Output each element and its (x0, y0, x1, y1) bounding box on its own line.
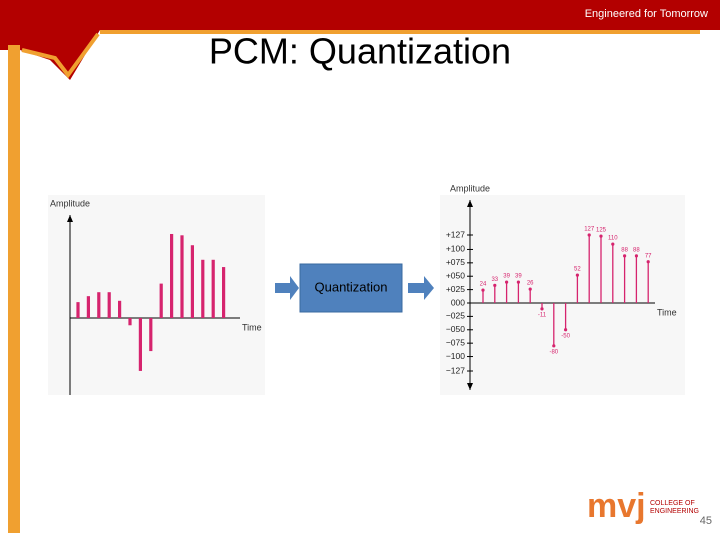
x-axis-label: Time (657, 307, 677, 317)
stem-dot (493, 283, 497, 287)
logo: mvj (587, 487, 646, 525)
value-label: 26 (527, 281, 534, 287)
bar (159, 283, 163, 318)
stem-dot (587, 233, 591, 237)
y-tick-label: −127 (446, 365, 465, 375)
bar (222, 267, 226, 318)
y-tick-label: +075 (446, 257, 465, 267)
stem-dot (599, 234, 603, 238)
y-tick-label: −100 (446, 351, 465, 361)
stem-dot (540, 307, 544, 311)
logo-sub: ENGINEERING (650, 508, 699, 515)
stem-dot (516, 280, 521, 284)
stem-dot (552, 344, 556, 348)
stem-dot (481, 288, 485, 292)
y-axis-label: Amplitude (450, 183, 490, 193)
x-axis-label: Time (242, 322, 262, 332)
value-label: 77 (645, 253, 652, 259)
stem-dot (505, 280, 509, 284)
stem-dot (611, 242, 615, 246)
y-tick-label: −025 (446, 311, 465, 321)
value-label: 39 (515, 274, 522, 280)
bar (138, 318, 142, 371)
y-tick-label: +025 (446, 284, 465, 294)
figure-right (440, 195, 685, 395)
stem-dot (564, 328, 568, 332)
value-label: 33 (491, 277, 498, 283)
arrow (275, 276, 299, 300)
slide-title: PCM: Quantization (209, 31, 511, 72)
tagline: Engineered for Tomorrow (585, 8, 708, 20)
stem-dot (575, 273, 580, 277)
bar (128, 318, 132, 326)
y-tick-label: −050 (446, 324, 465, 334)
bar (118, 300, 122, 318)
y-tick-label: −075 (446, 337, 465, 347)
y-tick-label: +050 (446, 270, 465, 280)
value-label: 39 (503, 274, 510, 280)
process-box (299, 263, 403, 313)
value-label: 52 (574, 267, 581, 273)
process-label: Quantization (315, 279, 388, 294)
top-band (0, 0, 720, 30)
bar (76, 302, 80, 318)
bar (211, 259, 215, 318)
value-label: -50 (561, 333, 570, 339)
bar (86, 296, 90, 318)
logo-sub: COLLEGE OF (650, 500, 695, 507)
left-bar (8, 45, 20, 533)
y-tick-label: +100 (446, 244, 465, 254)
stem-dot (528, 287, 532, 291)
value-label: 88 (633, 247, 640, 253)
page-number: 45 (700, 515, 712, 527)
value-label: -80 (549, 349, 558, 355)
value-label: 110 (608, 236, 618, 242)
value-label: -11 (538, 312, 547, 318)
value-label: 125 (596, 228, 607, 234)
bar (107, 292, 111, 318)
chevron-line (21, 32, 100, 79)
axis-arrow (467, 200, 473, 207)
value-label: 24 (480, 282, 487, 288)
bar (97, 292, 101, 318)
top-rule (100, 30, 700, 34)
y-tick-label: 000 (451, 297, 465, 307)
arrow (408, 276, 434, 300)
bar (170, 233, 174, 318)
stem-dot (623, 254, 627, 258)
bar (149, 318, 153, 352)
y-axis-label: Amplitude (50, 198, 90, 208)
stem-dot (646, 260, 650, 264)
bar (180, 235, 184, 318)
value-label: 88 (621, 247, 628, 253)
figure-left (48, 195, 265, 395)
value-label: 127 (584, 227, 595, 233)
y-tick-label: +127 (446, 229, 465, 239)
stem-dot (634, 254, 639, 258)
bar (190, 245, 194, 318)
axis-arrow (67, 215, 73, 222)
axis-arrow (467, 383, 473, 390)
bar (201, 259, 205, 318)
